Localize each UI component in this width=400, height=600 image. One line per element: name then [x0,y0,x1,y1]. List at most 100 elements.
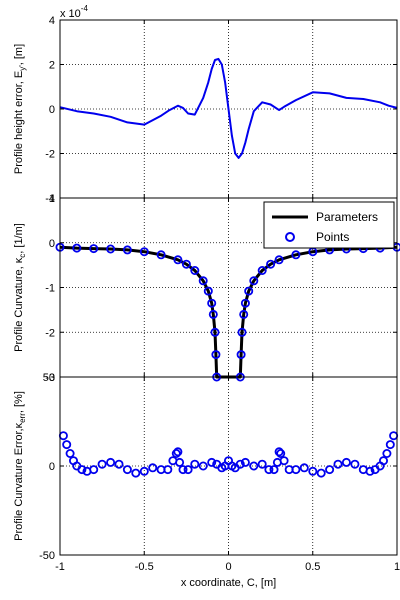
point-marker [190,265,200,275]
point-marker [97,459,107,469]
point-marker [210,327,220,337]
x-axis-label: x coordinate, C, [m] [181,577,276,589]
point-marker [208,309,218,319]
point-marker [276,448,286,458]
point-marker [198,276,208,286]
point-marker [163,465,173,475]
point-marker [156,250,166,260]
point-marker [257,265,267,275]
x-tick-label: 0.5 [305,561,320,573]
y-tick-label: 0 [49,104,55,116]
point-marker [171,448,181,458]
panel-2: -3 -2 -1 0 1 Profile Curvature, κc, [1/m] Para… [13,193,400,384]
point-marker [114,459,124,469]
x-tick-label: 0 [225,561,231,573]
point-marker [62,440,72,450]
point-marker [183,465,193,475]
point-marker [350,459,360,469]
x-tick-label: -0.5 [135,561,154,573]
y-tick-label: -4 [45,193,55,205]
point-marker [89,465,99,475]
point-marker [325,465,335,475]
y-tick-label: 0 [49,461,55,473]
point-marker [249,461,259,471]
point-marker [249,276,259,286]
y-axis-label: Profile Curvature Error,κerr, [%] [13,391,27,541]
series-line-line [59,57,398,159]
point-marker [244,286,254,296]
point-marker [236,350,246,360]
y-axis-label: Profile Curvature, κc, [1/m] [13,223,27,352]
point-marker [211,350,221,360]
x-tick-label: 1 [394,561,400,573]
point-marker [274,255,284,265]
x-tick-label: -1 [55,561,65,573]
y-axis-exponent: x 10-4 [60,4,88,20]
point-marker [333,459,343,469]
point-marker [106,457,116,467]
point-marker [299,463,309,473]
point-marker [240,298,250,308]
point-marker [198,461,208,471]
point-marker [190,459,200,469]
point-marker [131,468,141,478]
point-marker [385,440,395,450]
point-marker [279,456,289,466]
point-marker [207,457,217,467]
point-marker [382,448,392,458]
point-marker [264,465,274,475]
point-marker [72,243,82,253]
y-tick-label: 4 [49,15,55,27]
point-marker [240,457,250,467]
legend-entry: Parameters [316,210,378,224]
point-marker [203,286,213,296]
y-tick-label: 50 [43,372,55,384]
point-marker [106,244,116,254]
point-marker [291,250,301,260]
point-marker [316,468,326,478]
point-marker [148,463,158,473]
y-tick-label: -2 [45,149,55,161]
y-tick-label: -2 [45,327,55,339]
point-marker [291,465,301,475]
y-axis-label: Profile height error, Ey', [m] [13,44,27,174]
panel-1: -4 -2 0 2 4 Profile height error, Ey', [m] x 1… [13,4,398,205]
point-marker [173,447,183,457]
point-marker [207,298,217,308]
legend-box [263,201,395,249]
point-marker [341,457,351,467]
point-marker [89,244,99,254]
point-marker [274,447,284,457]
legend: Parameters Points [263,201,395,249]
point-marker [122,245,132,255]
point-marker [269,465,279,475]
point-marker [178,465,188,475]
point-marker [65,448,75,458]
legend-marker-swatch [285,232,295,242]
point-marker [139,466,149,476]
point-marker [378,456,388,466]
point-marker [239,309,249,319]
point-marker [308,466,318,476]
point-marker [257,459,267,469]
y-tick-label: 0 [49,238,55,250]
point-marker [181,259,191,269]
point-marker [122,465,132,475]
point-marker [365,466,375,476]
y-tick-label: -50 [39,550,55,562]
point-marker [235,459,245,469]
y-tick-label: 2 [49,60,55,72]
point-marker [139,247,149,257]
point-marker [266,259,276,269]
point-marker [175,457,185,467]
point-marker [237,327,247,337]
y-tick-label: -1 [45,283,55,295]
y-tick-label: 1 [49,193,55,205]
point-marker [173,255,183,265]
panel-3: -1 -0.5 0 0.5 1 -50 0 50 Profile Curvature Error… [13,372,400,589]
legend-entry: Points [316,230,349,244]
y-tick-label: -3 [45,372,55,384]
point-marker [77,465,87,475]
